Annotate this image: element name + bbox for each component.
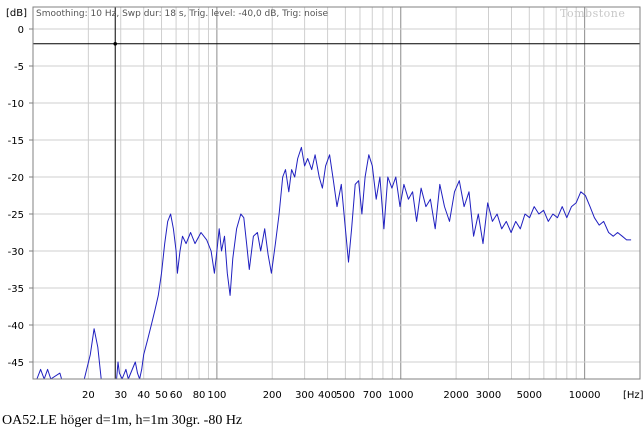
settings-header: Smoothing: 10 Hz, Swp dur: 18 s, Trig. l…: [36, 9, 329, 19]
x-tick-label: 300: [295, 390, 314, 401]
cursor-crosshair: [33, 7, 640, 379]
x-tick-label: 40: [137, 390, 150, 401]
x-tick-label: 500: [336, 390, 355, 401]
x-tick-label: 5000: [517, 390, 542, 401]
y-tick-label: -10: [8, 99, 24, 110]
y-unit-label: [dB]: [6, 8, 27, 19]
x-tick-label: 700: [363, 390, 382, 401]
y-tick-label: 0: [18, 25, 24, 36]
x-tick-label: 2000: [443, 390, 468, 401]
x-tick-label: 1000: [388, 390, 413, 401]
grid-lines: [29, 7, 641, 379]
cursor-point: [113, 42, 118, 46]
x-tick-label: 60: [170, 390, 183, 401]
y-tick-label: -15: [8, 136, 24, 147]
x-tick-label: 100: [207, 390, 226, 401]
y-tick-label: -25: [8, 210, 24, 221]
y-tick-label: -30: [8, 247, 24, 258]
x-tick-label: 80: [193, 390, 206, 401]
y-tick-label: -45: [8, 358, 24, 369]
x-tick-label: 400: [318, 390, 337, 401]
x-tick-label: 200: [263, 390, 282, 401]
chart-caption: OA52.LE höger d=1m, h=1m 30gr. -80 Hz: [2, 413, 243, 428]
x-tick-label: 50: [155, 390, 168, 401]
y-tick-label: -35: [8, 284, 24, 295]
x-tick-label: 10000: [569, 390, 601, 401]
series-layer: [36, 146, 632, 380]
y-tick-label: -5: [14, 62, 24, 73]
series-line: [36, 146, 632, 380]
x-tick-label: 3000: [476, 390, 501, 401]
x-tick-label: 20: [82, 390, 95, 401]
x-unit-label: [Hz]: [623, 390, 644, 401]
y-tick-labels: 0 -5 -10 -15 -20 -25 -30 -35 -40 -45: [8, 25, 24, 369]
plot-border: [32, 6, 641, 380]
x-tick-label: 30: [114, 390, 127, 401]
tombstone-watermark: Tombstone: [560, 7, 625, 20]
y-tick-label: -20: [8, 173, 24, 184]
y-tick-label: -40: [8, 321, 24, 332]
plot-area: [33, 21, 640, 369]
